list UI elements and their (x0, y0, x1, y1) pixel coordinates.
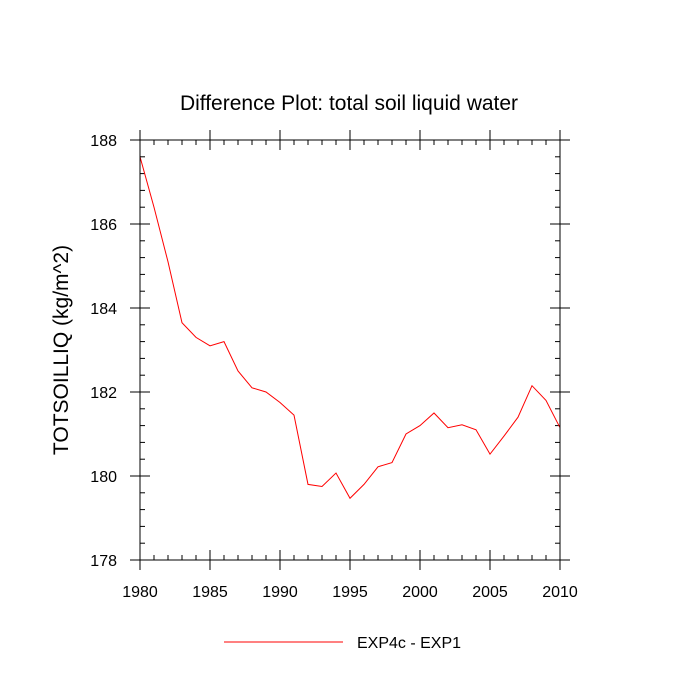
y-minor-ticks (140, 156, 560, 544)
legend: EXP4c - EXP1 (224, 635, 461, 652)
x-minor-ticks (153, 140, 547, 560)
x-tick-label: 2005 (472, 584, 508, 601)
y-tick-label: 188 (90, 133, 117, 150)
y-tick-label: 178 (90, 553, 117, 570)
series-layer (139, 156, 561, 500)
x-tick-label: 1985 (192, 584, 228, 601)
y-tick-label: 180 (90, 469, 117, 486)
y-tick-label: 182 (90, 385, 117, 402)
legend-label: EXP4c - EXP1 (357, 635, 461, 652)
chart-title: Difference Plot: total soil liquid water (180, 92, 518, 115)
x-tick-label: 1995 (332, 584, 368, 601)
y-tick-labels: 178 180 182 184 186 188 (90, 133, 117, 570)
series-line (139, 156, 561, 500)
x-tick-label: 1990 (262, 584, 298, 601)
x-tick-label: 2000 (402, 584, 438, 601)
x-tick-label: 2010 (542, 584, 578, 601)
plot-frame (139, 139, 561, 561)
x-tick-label: 1980 (122, 584, 158, 601)
x-tick-labels: 1980 1985 1990 1995 2000 2005 2010 (122, 584, 578, 601)
y-tick-label: 186 (90, 217, 117, 234)
y-axis-label: TOTSOILLIQ (kg/m^2) (50, 245, 73, 455)
y-tick-label: 184 (90, 301, 117, 318)
